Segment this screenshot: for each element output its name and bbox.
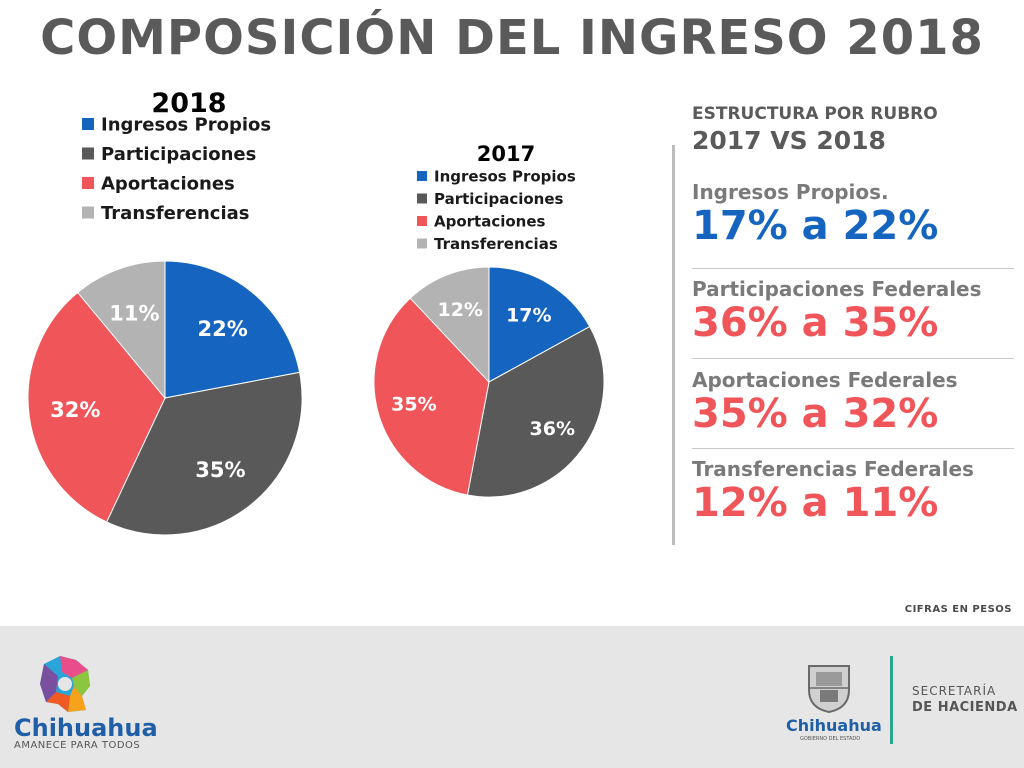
pie-slice-propios [488,266,591,383]
logo-right-wordmark: Chihuahua [786,716,882,735]
comparison-transferencias: Transferencias Federales 12% a 11% [692,457,1014,525]
comparison-value: 12% a 11% [692,480,939,526]
comparison-participaciones: Participaciones Federales 36% a 35% [692,277,1014,345]
legend-label-participaciones: Participaciones [101,144,256,165]
divider-vertical [672,145,675,545]
comparison-value: 17% a 22% [692,203,939,249]
footer: Chihuahua AMANECE PARA TODOS Chihuahua G… [0,626,1024,768]
logo-left-tagline: AMANECE PARA TODOS [14,740,141,751]
legend-label-participaciones: Participaciones [434,190,564,208]
rubro-heading: ESTRUCTURA POR RUBRO [692,104,938,124]
legend-swatch-participaciones [82,147,94,160]
legend-swatch-transferencias [82,206,94,219]
pie-slice-participaciones [106,371,303,536]
comparison-value: 35% a 32% [692,391,939,437]
secretaria-label: SECRETARÍA [912,684,997,698]
legend-swatch-transferencias [417,238,427,249]
pie-slice-transferencias [76,260,166,400]
slice-label-aportaciones: 35% [391,394,436,416]
logo-right-tagline: GOBIERNO DEL ESTADO [800,736,861,742]
rubro-subheading: 2017 VS 2018 [692,126,886,155]
page-title: COMPOSICIÓN DEL INGRESO 2018 [40,10,984,66]
state-seal-icon [808,665,850,714]
legend-label-aportaciones: Aportaciones [101,173,235,194]
footer-divider [890,656,893,744]
pie-slice-transferencias [409,266,490,384]
slice-label-participaciones: 36% [530,418,575,440]
currency-note: CIFRAS EN PESOS [904,604,1012,615]
hacienda-label: DE HACIENDA [912,700,1018,715]
pie-slice-participaciones [466,325,605,498]
legend-label-propios: Ingresos Propios [101,114,271,135]
comparison-aportaciones: Aportaciones Federales 35% a 32% [692,368,1014,436]
comparison-label: Aportaciones Federales [692,368,958,392]
separator [692,448,1014,449]
legend-label-transferencias: Transferencias [101,203,250,224]
pie-slice-propios [164,260,301,399]
legend-swatch-aportaciones [82,177,94,189]
chart-title: 2018 [151,88,226,119]
legend-label-propios: Ingresos Propios [434,167,576,185]
legend-label-transferencias: Transferencias [434,235,558,253]
chihuahua-state-logo-icon [40,656,90,712]
comparison-label: Ingresos Propios. [692,180,889,204]
legend-swatch-propios [417,171,427,181]
logo-left-wordmark: Chihuahua [14,714,158,742]
legend-swatch-propios [82,118,94,130]
slice-label-propios: 22% [198,317,248,341]
slice-label-transferencias: 11% [109,301,159,325]
pie-slice-aportaciones [373,297,490,496]
legend-label-aportaciones: Aportaciones [434,212,546,230]
separator [692,358,1014,359]
rubro-header: ESTRUCTURA POR RUBRO 2017 VS 2018 [692,104,1014,155]
slice-label-propios: 17% [506,305,551,327]
comparison-propios: Ingresos Propios. 17% a 22% [692,180,1014,248]
slice-label-aportaciones: 32% [50,398,100,422]
legend-swatch-participaciones [417,193,427,204]
slice-label-transferencias: 12% [437,299,482,321]
slice-label-participaciones: 35% [195,458,245,482]
legend-swatch-aportaciones [417,216,427,226]
pie-slice-aportaciones [27,291,166,523]
comparison-label: Transferencias Federales [692,457,974,481]
comparison-value: 36% a 35% [692,300,939,346]
chart-title: 2017 [477,142,535,166]
separator [692,268,1014,269]
comparison-label: Participaciones Federales [692,277,982,301]
